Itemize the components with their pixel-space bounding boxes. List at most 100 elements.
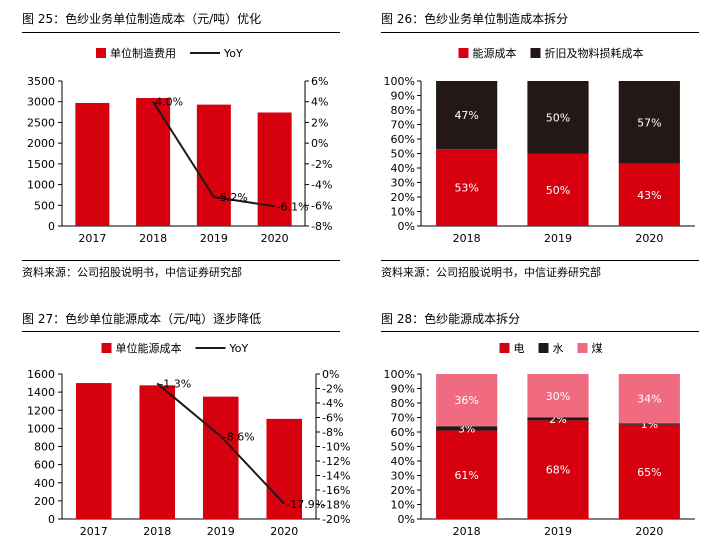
legend-swatch	[96, 48, 106, 58]
y2-tick-label: -4%	[311, 179, 332, 192]
x-tick-label: 2018	[139, 232, 167, 245]
x-tick-label: 2017	[80, 525, 108, 538]
y2-tick-label: -18%	[322, 499, 350, 512]
y-tick-label: 50%	[391, 148, 415, 161]
y-tick-label: 50%	[391, 441, 415, 454]
y-tick-label: 3500	[27, 75, 55, 88]
y2-tick-label: -10%	[322, 441, 350, 454]
source-note: 资料来源：公司招股说明书，中信证券研究部	[22, 266, 242, 279]
stack-segment	[436, 430, 498, 519]
yoy-data-label: 4.0%	[155, 96, 183, 109]
y-tick-label: 60%	[391, 133, 415, 146]
y-tick-label: 10%	[391, 206, 415, 219]
x-tick-label: 2020	[635, 525, 663, 538]
x-tick-label: 2020	[270, 525, 298, 538]
stack-segment	[436, 149, 498, 226]
y2-tick-label: 6%	[311, 75, 328, 88]
legend-label: 能源成本	[473, 46, 517, 60]
stack-segment	[618, 81, 680, 164]
y-tick-label: 1000	[27, 179, 55, 192]
x-tick-label: 2018	[453, 525, 481, 538]
x-tick-label: 2019	[207, 525, 235, 538]
stack-segment	[436, 81, 498, 150]
stack-segment	[618, 424, 680, 519]
y-tick-label: 1600	[27, 368, 55, 381]
source-rule	[381, 260, 699, 261]
y-tick-label: 1000	[27, 422, 55, 435]
chart-svg: 单位能源成本 YoY 0 200 400 600 800 1000 1200 1400 1600 -2…	[27, 341, 350, 538]
stack-segment	[436, 374, 498, 427]
stack-segment	[618, 163, 680, 226]
title-rule	[381, 32, 699, 33]
y-tick-label: 3000	[27, 96, 55, 109]
y2-tick-label: -2%	[322, 383, 343, 396]
stack-segment	[527, 417, 589, 421]
y-tick-label: 70%	[391, 119, 415, 132]
y-tick-label: 2000	[27, 137, 55, 150]
segment-data-label: 68%	[546, 464, 570, 477]
source-rule	[22, 260, 340, 261]
bar	[136, 97, 171, 226]
legend-swatch	[577, 343, 588, 353]
chart-title: 图 27：色纱单位能源成本（元/吨）逐步降低	[22, 312, 262, 326]
y2-tick-label: 4%	[311, 96, 328, 109]
legend-swatch	[530, 48, 541, 58]
y-tick-label: 0%	[398, 513, 415, 526]
stack-segment	[618, 423, 680, 425]
yoy-line	[156, 382, 285, 505]
segment-data-label: 61%	[454, 469, 478, 482]
segment-data-label: 30%	[546, 390, 570, 403]
yoy-data-label: -8.6%	[223, 430, 255, 443]
y2-tick-label: 2%	[311, 116, 328, 129]
chart-title: 图 25：色纱业务单位制造成本（元/吨）优化	[22, 12, 262, 26]
yoy-line	[152, 101, 275, 208]
stack-segment	[618, 374, 680, 424]
stack-segment	[527, 374, 589, 418]
chart-panel-1: 图 25：色纱业务单位制造成本（元/吨）优化 单位制造费用 YoY 0 500 1000…	[22, 10, 340, 285]
y-tick-label: 30%	[391, 177, 415, 190]
segment-data-label: 50%	[546, 111, 570, 124]
y2-tick-label: -20%	[322, 513, 350, 526]
legend-label: 水	[553, 342, 564, 355]
y-tick-label: 90%	[391, 383, 415, 396]
x-tick-label: 2019	[544, 525, 572, 538]
bar	[202, 396, 239, 519]
x-tick-label: 2019	[544, 232, 572, 245]
segment-data-label: 57%	[637, 116, 661, 129]
y-tick-label: 0	[48, 513, 55, 526]
legend-swatch	[499, 343, 510, 353]
legend-label: 煤	[592, 342, 603, 355]
segment-data-label: 34%	[637, 393, 661, 406]
y2-tick-label: -8%	[322, 426, 343, 439]
x-tick-label: 2018	[453, 232, 481, 245]
segment-data-label: 65%	[637, 466, 661, 479]
segment-data-label: 43%	[637, 189, 661, 202]
stack-segment	[436, 426, 498, 431]
chart-panel-4: 图 28：色纱能源成本拆分 电水煤 0% 10% 20% 30% 40% 50% 60% 70%…	[381, 310, 699, 541]
chart-svg: 能源成本 折旧及物料损耗成本0%10%20%30%40%50%60%70%80%9…	[384, 46, 695, 245]
legend-swatch	[458, 48, 469, 58]
legend-label: 电	[514, 342, 525, 355]
bar	[75, 383, 112, 519]
chart-svg: 电水煤0%10%20%30%40%50%60%70%80%90%100%61%3…	[384, 342, 695, 538]
y-tick-label: 100%	[384, 368, 415, 381]
legend-label: 单位能源成本	[116, 341, 182, 355]
y-tick-label: 1200	[27, 404, 55, 417]
x-tick-label: 2020	[635, 232, 663, 245]
y2-tick-label: -4%	[322, 397, 343, 410]
y2-tick-label: -6%	[311, 199, 332, 212]
yoy-data-label: -1.3%	[159, 377, 191, 390]
y2-tick-label: 0%	[322, 368, 339, 381]
yoy-data-label: -17.9%	[286, 498, 325, 511]
y-tick-label: 500	[34, 199, 55, 212]
y2-tick-label: -14%	[322, 470, 350, 483]
bar	[139, 385, 176, 519]
y-tick-label: 1400	[27, 386, 55, 399]
legend-label: 折旧及物料损耗成本	[545, 46, 644, 60]
y-tick-label: 200	[34, 495, 55, 508]
x-tick-label: 2018	[143, 525, 171, 538]
chart-svg: 单位制造费用 YoY 0 500 1000 1500 2000 2500 3000 3500 -8%…	[27, 46, 332, 245]
segment-data-label: 47%	[454, 109, 478, 122]
yoy-data-label: -6.1%	[277, 200, 309, 213]
x-tick-label: 2019	[200, 232, 228, 245]
